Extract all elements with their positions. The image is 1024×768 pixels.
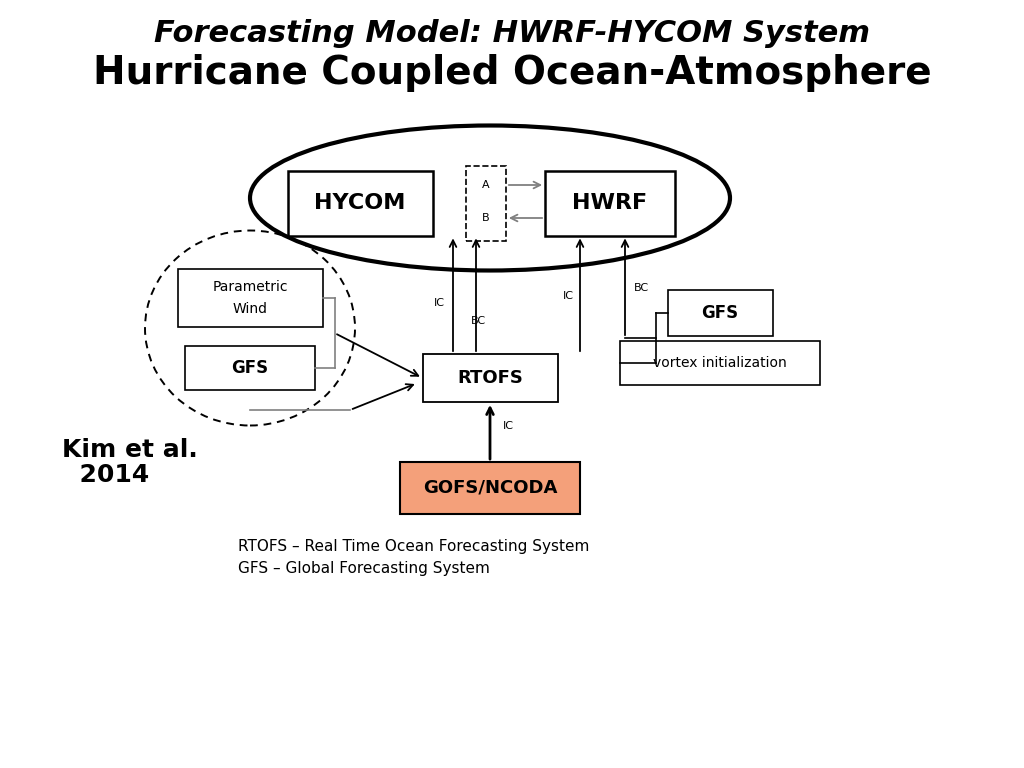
Text: GOFS/NCODA: GOFS/NCODA	[423, 479, 557, 497]
Text: IC: IC	[562, 291, 573, 301]
Text: Forecasting Model: HWRF-HYCOM System: Forecasting Model: HWRF-HYCOM System	[154, 18, 870, 48]
Text: HWRF: HWRF	[572, 193, 647, 213]
Text: Hurricane Coupled Ocean-Atmosphere: Hurricane Coupled Ocean-Atmosphere	[93, 54, 931, 92]
Text: BC: BC	[634, 283, 648, 293]
FancyBboxPatch shape	[288, 170, 432, 236]
Text: B: B	[482, 213, 489, 223]
Text: Parametric: Parametric	[212, 280, 288, 294]
FancyBboxPatch shape	[466, 165, 506, 240]
FancyBboxPatch shape	[185, 346, 315, 390]
FancyBboxPatch shape	[620, 341, 820, 385]
Text: Kim et al.: Kim et al.	[62, 438, 198, 462]
Text: A: A	[482, 180, 489, 190]
FancyBboxPatch shape	[423, 354, 557, 402]
Text: HYCOM: HYCOM	[314, 193, 406, 213]
Text: IC: IC	[503, 421, 513, 431]
FancyBboxPatch shape	[177, 269, 323, 327]
Text: Wind: Wind	[232, 302, 267, 316]
Text: GFS: GFS	[231, 359, 268, 377]
FancyBboxPatch shape	[545, 170, 675, 236]
Text: vortex initialization: vortex initialization	[653, 356, 786, 370]
Text: IC: IC	[433, 298, 444, 308]
Text: RTOFS – Real Time Ocean Forecasting System: RTOFS – Real Time Ocean Forecasting Syst…	[238, 538, 590, 554]
FancyBboxPatch shape	[400, 462, 580, 514]
Text: GFS – Global Forecasting System: GFS – Global Forecasting System	[238, 561, 489, 575]
Text: GFS: GFS	[701, 304, 738, 322]
Text: BC: BC	[470, 316, 485, 326]
Text: 2014: 2014	[62, 463, 150, 487]
FancyBboxPatch shape	[668, 290, 772, 336]
Text: RTOFS: RTOFS	[457, 369, 523, 387]
